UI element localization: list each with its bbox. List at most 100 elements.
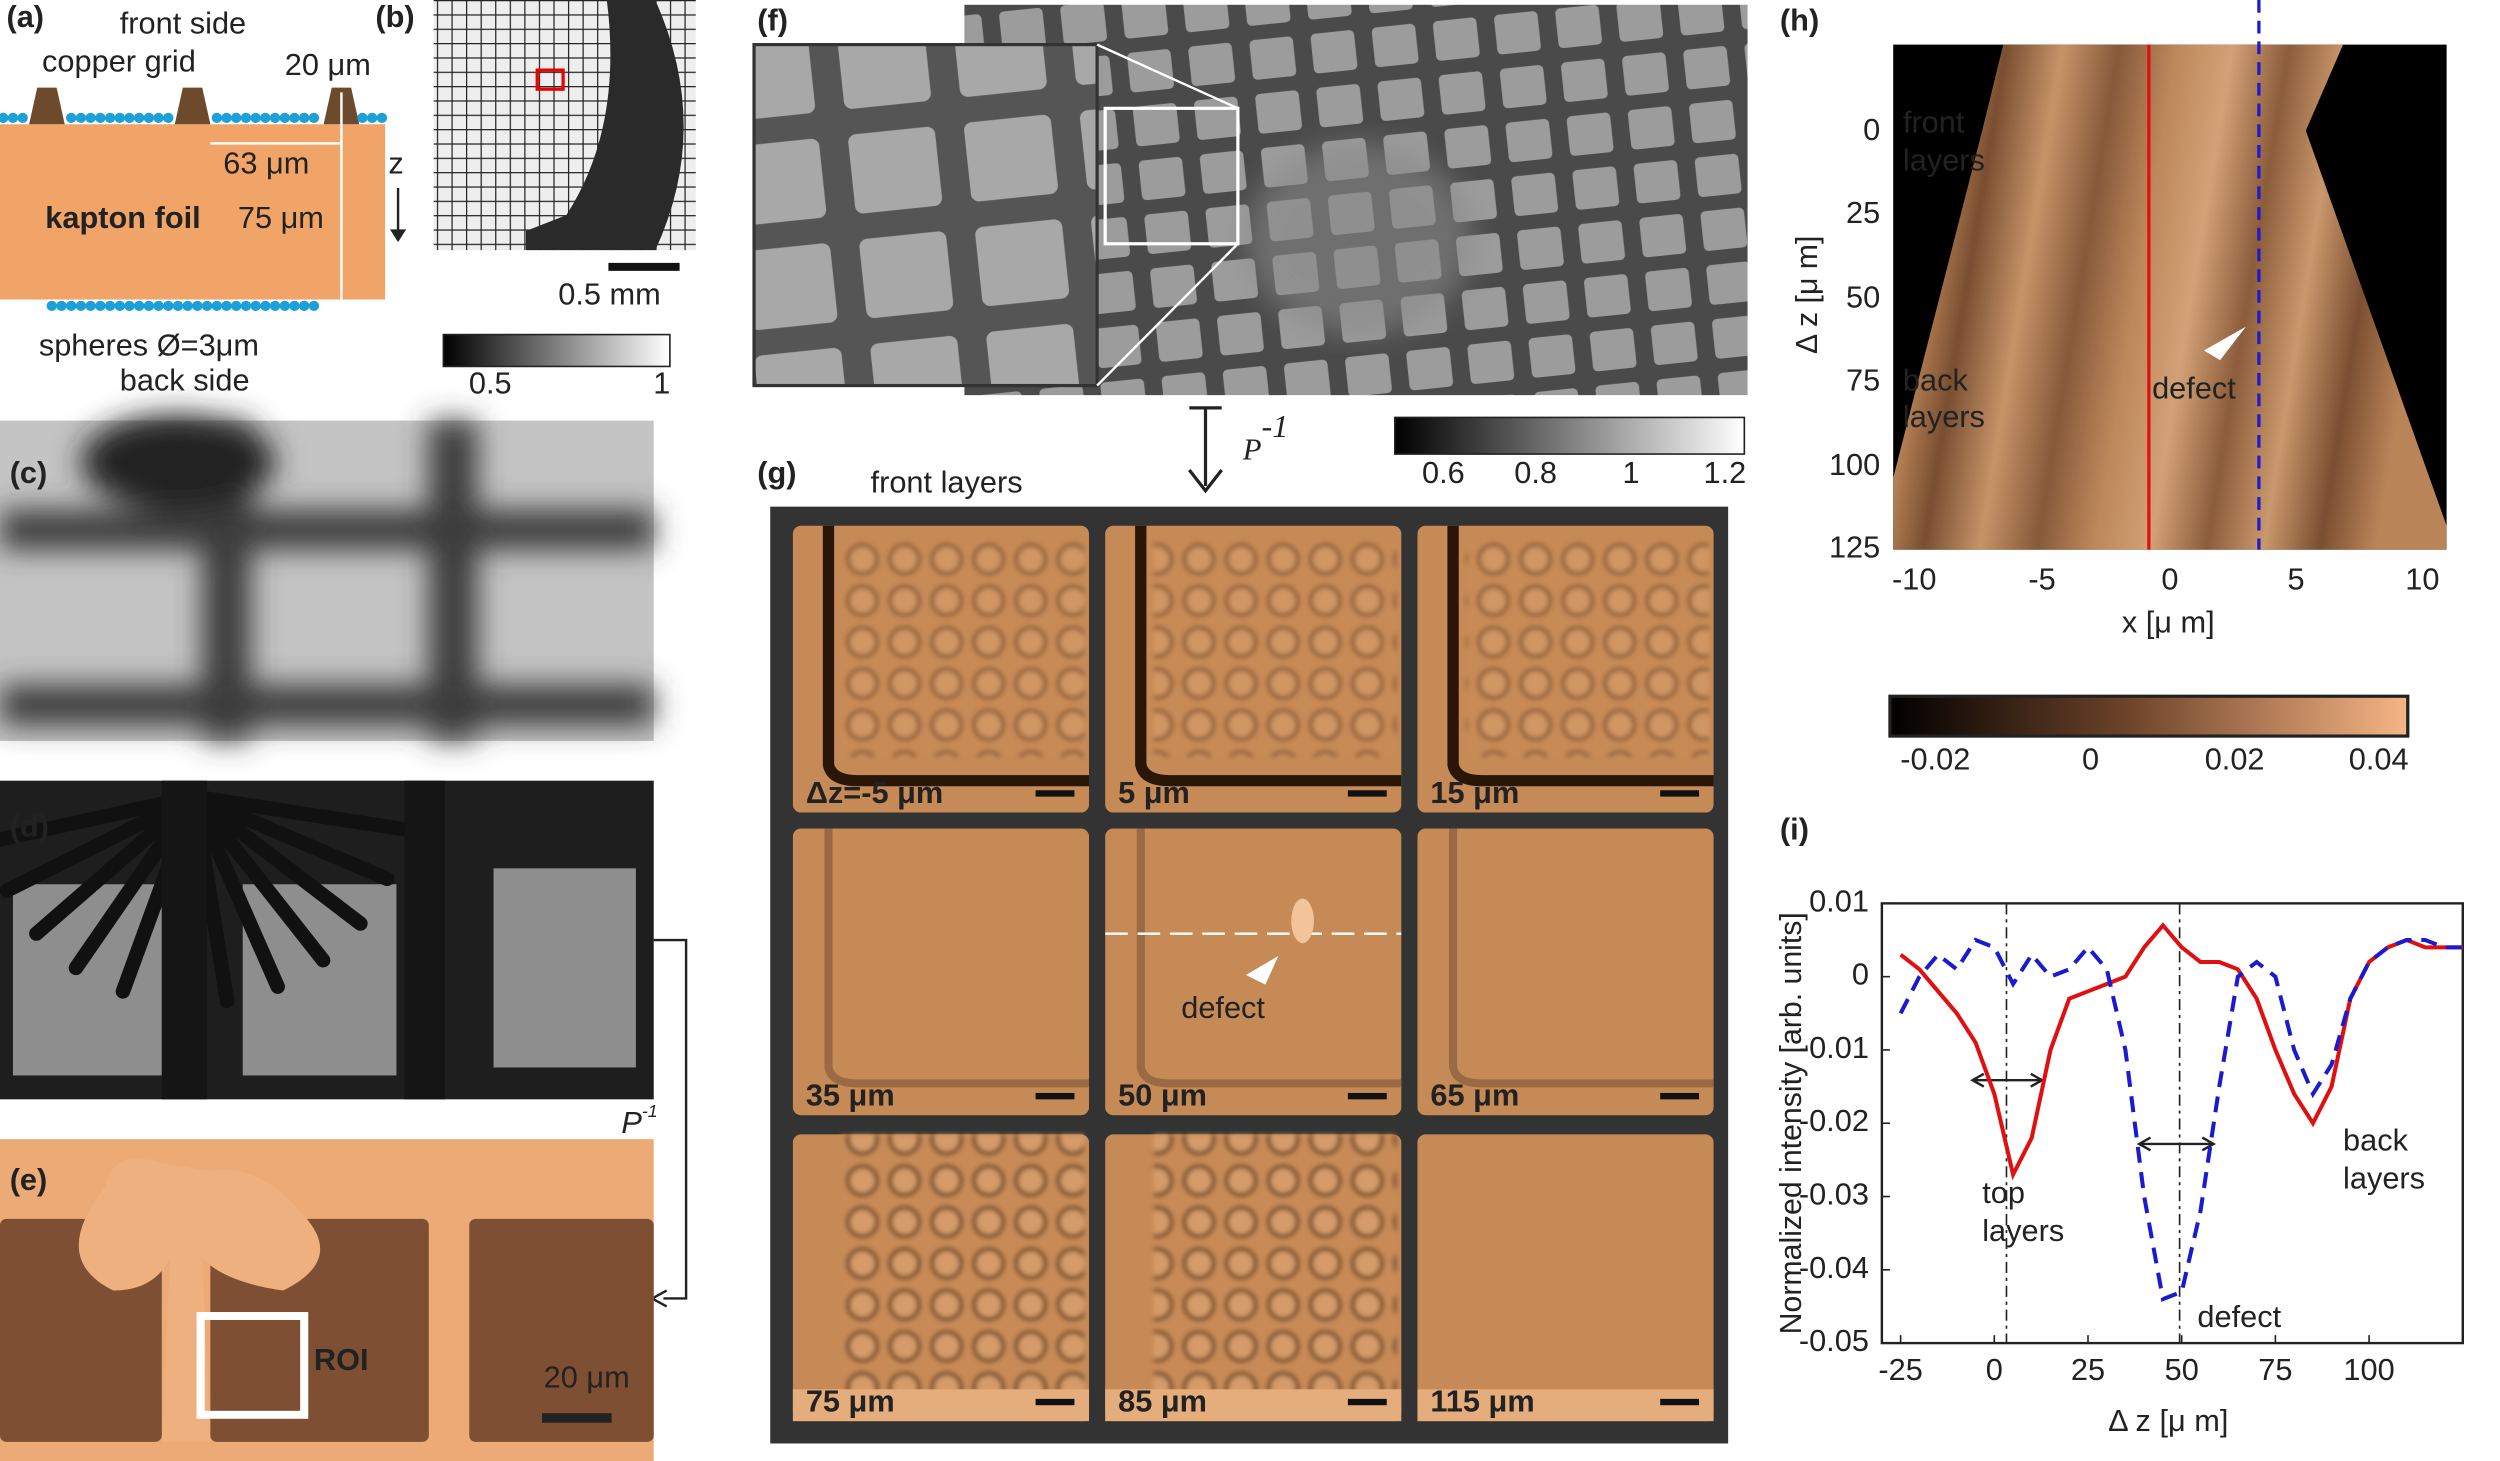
sphere — [85, 112, 96, 123]
label: -0.02 — [1900, 743, 1970, 777]
label: -10 — [1892, 563, 1936, 597]
label: 0 — [1852, 958, 1869, 992]
label: (c) — [10, 456, 48, 490]
label: 50 μm — [1118, 1079, 1207, 1113]
sphere-layer — [1466, 541, 1709, 757]
label: 0 — [1986, 1353, 2003, 1387]
label: -0.04 — [1799, 1251, 1869, 1285]
copper-bar — [29, 87, 65, 125]
operator-exp: -1 — [642, 1101, 658, 1121]
sphere — [0, 112, 9, 123]
label: 1.2 — [1704, 456, 1747, 490]
sphere-layer — [841, 541, 1085, 757]
colorbar — [442, 333, 671, 368]
sphere — [75, 112, 87, 123]
label: 10 — [2405, 563, 2439, 597]
bar — [0, 509, 654, 550]
label: -0.03 — [1799, 1178, 1869, 1212]
cell — [12, 884, 162, 1076]
label: front — [1903, 105, 1965, 139]
zoom-box — [1103, 106, 1240, 246]
sphere — [153, 300, 164, 312]
sphere — [289, 300, 300, 312]
label: front side — [120, 7, 246, 41]
sphere — [260, 112, 271, 123]
label: x [μ m] — [2122, 606, 2215, 640]
operator-base: P — [621, 1106, 642, 1140]
label: 25 — [1846, 196, 1880, 230]
sphere — [114, 300, 125, 312]
tile — [792, 828, 1089, 1116]
label: ROI — [314, 1343, 369, 1377]
sphere — [163, 300, 174, 312]
sphere — [163, 112, 174, 123]
label: (g) — [757, 456, 796, 490]
sphere — [7, 112, 19, 123]
sphere — [201, 300, 213, 312]
label: (d) — [10, 810, 49, 844]
scale-bar — [1035, 790, 1075, 797]
grid-edge — [1135, 525, 1402, 787]
kapton-foil — [0, 124, 386, 300]
sphere — [308, 112, 320, 123]
blurred-grid — [0, 414, 654, 741]
sphere — [172, 300, 184, 312]
label: 85 μm — [1118, 1385, 1207, 1419]
label: front layers — [871, 466, 1023, 500]
roi-box — [196, 1312, 309, 1419]
z-arrow-head — [389, 229, 407, 243]
label: 75 μm — [238, 201, 324, 235]
sphere — [124, 300, 135, 312]
label: 35 μm — [806, 1079, 895, 1113]
label: back side — [120, 364, 250, 398]
sphere — [250, 112, 261, 123]
label: 75 μm — [806, 1385, 895, 1419]
sphere — [250, 300, 261, 312]
cell — [242, 884, 397, 1076]
defect-arrow — [2203, 326, 2246, 361]
cell — [493, 868, 636, 1068]
grid-edge — [1449, 828, 1714, 1088]
scale-bar — [1660, 1398, 1700, 1406]
roi-box — [535, 68, 565, 91]
sphere — [56, 300, 67, 312]
sphere — [66, 300, 77, 312]
label: 0.04 — [2349, 743, 2409, 777]
plot-area — [1880, 902, 2464, 1345]
label: kapton foil — [45, 201, 200, 235]
operator: P-1 — [621, 1101, 657, 1140]
zoom-line — [1096, 43, 1239, 110]
label: (f) — [757, 4, 788, 38]
scale-bar — [1035, 1398, 1075, 1406]
sphere — [85, 300, 96, 312]
label: 50 — [2165, 1353, 2199, 1387]
scale-bar — [1660, 1092, 1700, 1100]
copper-bar — [174, 87, 211, 125]
label: defect — [2197, 1300, 2281, 1334]
label: 65 μm — [1430, 1079, 1519, 1113]
sphere — [124, 112, 135, 123]
sphere — [231, 112, 242, 123]
label: 0.6 — [1422, 456, 1465, 490]
label: 100 — [2343, 1353, 2394, 1387]
sphere — [289, 112, 300, 123]
label: Normalized intensity [arb. units] — [1774, 912, 1808, 1334]
operator-exp: -1 — [1262, 409, 1289, 445]
label: -0.01 — [1799, 1031, 1869, 1065]
label: z — [388, 147, 403, 181]
flower — [78, 1158, 321, 1442]
label: copper grid — [42, 45, 196, 79]
label: 63 μm — [223, 147, 309, 181]
sphere — [66, 112, 77, 123]
sphere — [143, 112, 155, 123]
label: back — [2343, 1124, 2409, 1158]
tile — [1417, 1134, 1714, 1422]
zoom-line — [1096, 242, 1239, 387]
label: -0.05 — [1799, 1324, 1869, 1358]
label: Δ z [μ m] — [1790, 236, 1824, 354]
sphere — [269, 300, 281, 312]
holder-edge — [525, 0, 684, 251]
label: top — [1982, 1176, 2025, 1210]
label: 0 — [1863, 113, 1880, 147]
label: 75 — [1846, 364, 1880, 398]
